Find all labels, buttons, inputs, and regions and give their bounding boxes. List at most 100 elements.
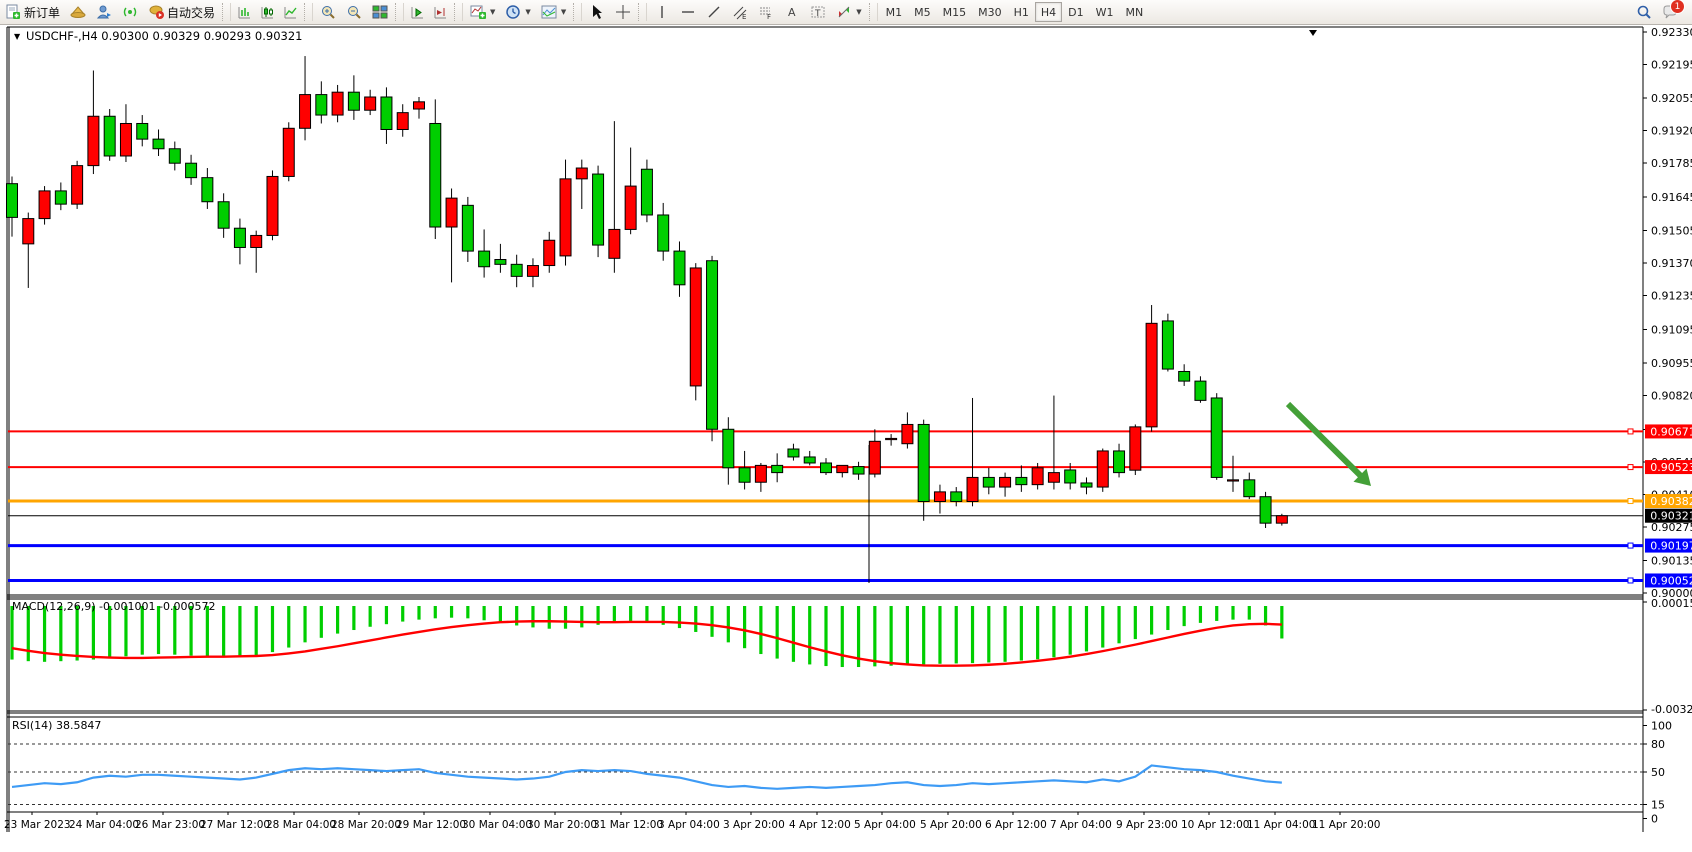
search-icon[interactable] [1636, 4, 1652, 20]
svg-text:6 Apr 12:00: 6 Apr 12:00 [985, 819, 1047, 831]
cursor-button[interactable] [584, 1, 610, 23]
timeframe-button-m30[interactable]: M30 [978, 5, 1002, 19]
horizontal-line-button[interactable] [675, 1, 701, 23]
indicators-icon [470, 4, 487, 20]
svg-text:24 Mar 04:00: 24 Mar 04:00 [69, 819, 139, 831]
crosshair-button[interactable] [610, 1, 636, 23]
profile-button[interactable] [91, 1, 117, 23]
svg-text:0.90382: 0.90382 [1650, 495, 1692, 508]
text-label-icon: T [810, 4, 826, 20]
toolbar-separator [454, 3, 464, 21]
dropdown-arrow-icon: ▼ [856, 8, 862, 16]
hat-icon [70, 4, 86, 20]
svg-text:0.91095: 0.91095 [1651, 323, 1692, 336]
timeframe-button-w1[interactable]: W1 [1095, 5, 1114, 19]
zoom-in-button[interactable] [315, 1, 341, 23]
autotrading-label: 自动交易 [167, 5, 216, 20]
svg-text:0: 0 [1651, 813, 1658, 826]
periods-button[interactable]: ▼ [500, 1, 535, 23]
svg-text:0.90197: 0.90197 [1650, 540, 1692, 553]
equidistant-channel-icon: E [732, 4, 748, 21]
line-chart-icon [284, 6, 297, 19]
toolbar-separator [638, 3, 648, 21]
svg-text:3 Apr 20:00: 3 Apr 20:00 [723, 819, 785, 831]
indicators-button[interactable]: ▼ [465, 1, 500, 23]
bar-chart-button[interactable] [233, 1, 256, 23]
svg-text:30 Mar 20:00: 30 Mar 20:00 [527, 819, 597, 831]
vertical-line-icon [654, 4, 670, 20]
toolbar-separator [222, 3, 232, 21]
arrows-icon [836, 4, 852, 20]
fibonacci-button[interactable]: F [753, 1, 779, 23]
text-label-button[interactable]: T [805, 1, 831, 23]
svg-text:F: F [767, 13, 771, 20]
svg-text:A: A [788, 6, 796, 19]
timeframe-button-d1[interactable]: D1 [1068, 5, 1084, 19]
svg-text:MACD(12,26,9) -0.001001 -0.000: MACD(12,26,9) -0.001001 -0.000572 [12, 600, 215, 613]
svg-text:23 Mar 2023: 23 Mar 2023 [4, 819, 71, 831]
svg-text:0.92330: 0.92330 [1651, 26, 1692, 39]
svg-text:0.90052: 0.90052 [1650, 574, 1692, 587]
dropdown-arrow-icon: ▼ [490, 8, 496, 16]
clock-icon [505, 4, 521, 20]
timeframe-button-h4[interactable]: H4 [1034, 2, 1063, 22]
autotrading-button[interactable]: 自动交易 [143, 1, 220, 23]
signal-button[interactable] [117, 1, 143, 23]
dropdown-arrow-icon: ▼ [525, 8, 531, 16]
auto-scroll-button[interactable] [406, 1, 429, 23]
svg-text:15: 15 [1651, 799, 1665, 812]
text-button[interactable]: A [779, 1, 805, 23]
new-order-button[interactable]: 新订单 [0, 1, 65, 23]
timeframe-button-m15[interactable]: M15 [942, 5, 967, 19]
svg-text:USDCHF-,H4 0.90300 0.90329 0.: USDCHF-,H4 0.90300 0.90329 0.90293 0.903… [26, 29, 302, 43]
templates-button[interactable]: ▼ [536, 1, 571, 23]
vertical-line-button[interactable] [649, 1, 675, 23]
trendline-icon [706, 4, 722, 20]
chart-shift-button[interactable] [429, 1, 452, 23]
svg-text:4 Apr 12:00: 4 Apr 12:00 [789, 819, 851, 831]
trendline-button[interactable] [701, 1, 727, 23]
svg-text:T: T [814, 9, 821, 19]
svg-text:0.90135: 0.90135 [1651, 554, 1692, 567]
svg-text:0.90820: 0.90820 [1651, 390, 1692, 403]
svg-text:9 Apr 23:00: 9 Apr 23:00 [1116, 819, 1178, 831]
auto-scroll-icon [411, 6, 424, 19]
svg-text:28 Mar 20:00: 28 Mar 20:00 [331, 819, 401, 831]
svg-text:0.90000: 0.90000 [1651, 587, 1692, 600]
svg-text:50: 50 [1651, 766, 1665, 779]
timeframe-button-m1[interactable]: M1 [885, 5, 903, 19]
timeframe-button-h1[interactable]: H1 [1013, 5, 1029, 19]
svg-text:0.90275: 0.90275 [1651, 521, 1692, 534]
text-icon: A [784, 4, 800, 20]
new-order-label: 新订单 [24, 5, 61, 20]
svg-text:0.91920: 0.91920 [1651, 125, 1692, 138]
chart-window[interactable]: 0.92330 0.92195 0.92055 0.91920 0.91785 0.916… [0, 25, 1692, 848]
publish-button[interactable] [65, 1, 91, 23]
autotrading-icon [148, 4, 165, 20]
chat-icon[interactable]: 1 [1662, 0, 1685, 20]
toolbar-separator [304, 3, 314, 21]
profile-icon [96, 4, 112, 20]
timeframe-button-m5[interactable]: M5 [914, 5, 931, 19]
tile-windows-button[interactable] [367, 1, 393, 23]
svg-text:0.90523: 0.90523 [1650, 461, 1692, 474]
svg-text:11 Apr 20:00: 11 Apr 20:00 [1312, 819, 1380, 831]
price-chart-canvas[interactable]: 0.92330 0.92195 0.92055 0.91920 0.91785 0.916… [0, 25, 1692, 848]
dropdown-arrow-icon: ▼ [560, 8, 567, 16]
svg-text:10 Apr 12:00: 10 Apr 12:00 [1181, 819, 1249, 831]
svg-text:31 Mar 12:00: 31 Mar 12:00 [593, 819, 663, 831]
channel-button[interactable]: E [727, 1, 753, 23]
svg-text:0.91370: 0.91370 [1651, 257, 1692, 270]
zoom-in-icon [320, 4, 336, 20]
svg-text:100: 100 [1651, 719, 1672, 732]
svg-text:0.00015: 0.00015 [1651, 597, 1692, 610]
arrows-button[interactable]: ▼ [831, 1, 866, 23]
horizontal-line-icon [680, 4, 696, 20]
timeframe-button-mn[interactable]: MN [1125, 5, 1144, 19]
svg-text:0.90321: 0.90321 [1650, 510, 1692, 523]
template-icon [541, 4, 557, 20]
candlestick-chart-button[interactable] [256, 1, 279, 23]
line-chart-button[interactable] [279, 1, 302, 23]
svg-text:0.90671: 0.90671 [1650, 425, 1692, 438]
zoom-out-button[interactable] [341, 1, 367, 23]
